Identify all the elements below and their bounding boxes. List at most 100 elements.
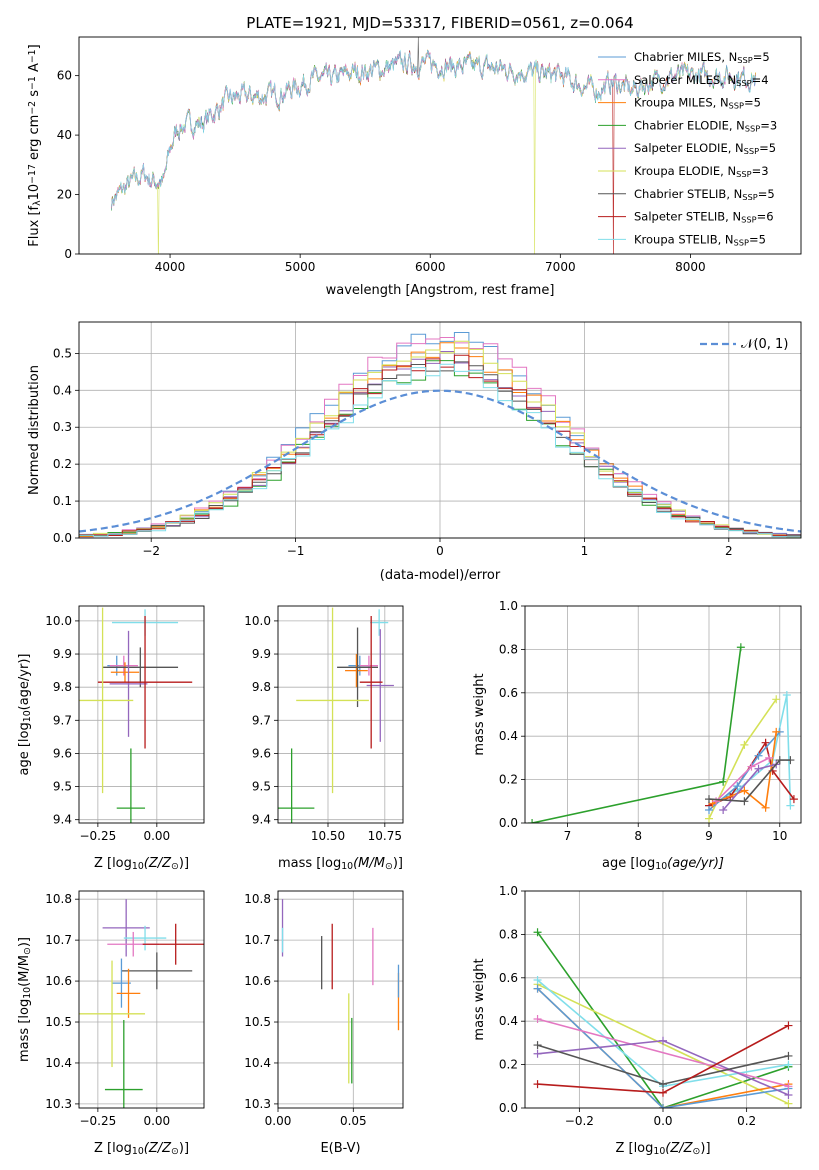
axes-frame	[78, 605, 205, 824]
label-part: Chabrier ELODIE, N	[634, 118, 745, 132]
y-tick-label: 0.0	[499, 816, 518, 830]
weight-marker	[740, 786, 749, 795]
x-tick-label: 0	[436, 544, 444, 558]
panel-residuals: −2 −1 0 1 2 0.0 0.1 0.2 0.3 0.4 0.5 (data-model)/er…	[27, 321, 802, 583]
y-tick-label: 0.2	[53, 457, 72, 471]
weight-marker	[719, 805, 728, 814]
weight-marker	[784, 1082, 793, 1091]
weight-marker	[740, 797, 749, 806]
weight-marker	[659, 1088, 667, 1097]
y-tick-label: 9.8	[252, 680, 271, 694]
label-part: Kroupa ELODIE, N	[634, 164, 736, 178]
errorbar-point-kroupa-miles	[345, 654, 368, 688]
weight-marker	[754, 751, 763, 760]
y-tick-label: 9.6	[252, 746, 271, 760]
x-tick-label: 0.00	[265, 1114, 292, 1128]
weight-marker	[659, 1080, 667, 1089]
label-part: −1	[27, 49, 38, 63]
label-part: Salpeter STELIB, N	[634, 210, 741, 224]
legend-entry: Kroupa ELODIE, NSSP=3	[634, 164, 769, 179]
weight-line-chabrier-stelib	[708, 759, 791, 803]
weight-marker	[754, 764, 763, 773]
axes-frame	[78, 36, 802, 255]
label-part: =6	[757, 210, 774, 224]
errorbar-point-chabrier-elodie	[116, 748, 146, 823]
axes-frame	[524, 890, 802, 1109]
y-tick-label: 9.9	[252, 647, 271, 661]
y-tick-label: 0.6	[499, 971, 518, 985]
errorbar-point-kroupa-miles	[110, 662, 140, 683]
label-part: Salpeter ELODIE, N	[634, 141, 744, 155]
weight-marker	[712, 797, 721, 806]
label-part: ⊙	[171, 861, 179, 872]
label-part: (Z/Z	[665, 1141, 693, 1156]
y-tick-label: 0.0	[499, 1101, 518, 1115]
x-axis-label: Z [log10(Z/Z⊙)]	[94, 856, 189, 872]
y-axis-label: mass [log10(M/M⊙)]	[17, 937, 33, 1062]
panel-age-vs-mass: 10.50 10.75 9.4 9.5 9.6 9.7 9.8 9.9 10.0 mass [lo…	[244, 605, 404, 872]
errorbar-point-chabrier-stelib	[121, 952, 193, 990]
weight-marker	[733, 782, 742, 791]
weight-marker	[784, 1099, 793, 1108]
weight-marker	[533, 1080, 542, 1089]
y-tick-label: 10.8	[244, 892, 271, 906]
y-tick-label: 0.8	[499, 927, 518, 941]
label-part: Chabrier MILES, N	[634, 50, 737, 64]
errorbar-point-kroupa-stelib	[370, 609, 389, 636]
legend-entry: Kroupa STELIB, NSSP=5	[634, 232, 766, 247]
label-part: SSP	[741, 215, 756, 225]
y-tick-label: 10.6	[45, 974, 72, 988]
weight-marker	[765, 753, 774, 762]
axes-frame	[277, 890, 404, 1109]
y-tick-label: 9.7	[252, 713, 271, 727]
label-part: (age/yr)]	[667, 856, 724, 871]
y-tick-label: 9.5	[252, 780, 271, 794]
panel-mass-vs-EBV: 0.00 0.05 10.3 10.4 10.5 10.6 10.7 10.8 E(B-V)	[244, 890, 404, 1156]
label-part: ⊙	[385, 861, 393, 872]
weight-marker	[782, 690, 791, 699]
label-part: 10	[27, 184, 42, 201]
errorbar-point-kroupa-elodie	[296, 607, 369, 794]
label-part: Flux [f	[27, 205, 42, 246]
x-tick-label: 5000	[285, 260, 316, 274]
y-tick-label: 0.3	[53, 420, 72, 434]
figure-title: PLATE=1921, MJD=53317, FIBERID=0561, z=0…	[246, 14, 633, 32]
y-tick-label: 9.8	[53, 680, 72, 694]
label-part: Kroupa STELIB, N	[634, 232, 734, 246]
y-tick-label: 10.0	[45, 614, 72, 628]
y-tick-label: 10.3	[45, 1097, 72, 1111]
weight-marker	[533, 1049, 542, 1058]
label-part: 10	[341, 861, 353, 872]
errorbar-point-chabrier-stelib	[337, 627, 378, 708]
y-tick-label: 0.8	[499, 642, 518, 656]
weight-marker	[740, 740, 749, 749]
x-tick-label: 1	[581, 544, 589, 558]
y-tick-label: 10.8	[45, 892, 72, 906]
panel-spectrum: 4000 5000 6000 7000 8000 0 20 40 60 wavelength [A…	[27, 36, 802, 298]
label-part: −1	[27, 76, 38, 90]
y-axis-label: mass weight	[472, 673, 487, 755]
weight-marker	[772, 695, 781, 704]
x-tick-label: −1	[287, 544, 305, 558]
y-tick-label: 0.5	[53, 346, 72, 360]
normal-curve	[78, 389, 802, 533]
y-tick-label: 10.4	[45, 1056, 72, 1070]
legend-entry: Salpeter STELIB, NSSP=6	[634, 210, 774, 225]
x-tick-label: 0.05	[340, 1114, 367, 1128]
axes-frame	[524, 605, 802, 824]
label-part: =4	[752, 73, 769, 87]
axes-frame	[78, 321, 802, 539]
legend-entry: Salpeter MILES, NSSP=4	[634, 73, 769, 88]
label-part: Z [log	[94, 1141, 132, 1156]
x-tick-label: 0.2	[737, 1114, 756, 1128]
label-part: (age/yr)]	[17, 654, 32, 711]
x-tick-label: 9	[705, 829, 713, 843]
weight-marker	[784, 1090, 793, 1099]
x-axis-label: age [log10(age/yr)]	[602, 856, 724, 872]
label-part: mass [log	[17, 999, 32, 1062]
panel-age-vs-Z: −0.25 0.009.49.59.69.79.89.910.0Z [log10(…	[17, 605, 205, 872]
errorbar-point-chabrier-stelib	[102, 647, 179, 688]
x-tick-label: 0.0	[653, 1114, 672, 1128]
y-tick-label: 1.0	[499, 884, 518, 898]
